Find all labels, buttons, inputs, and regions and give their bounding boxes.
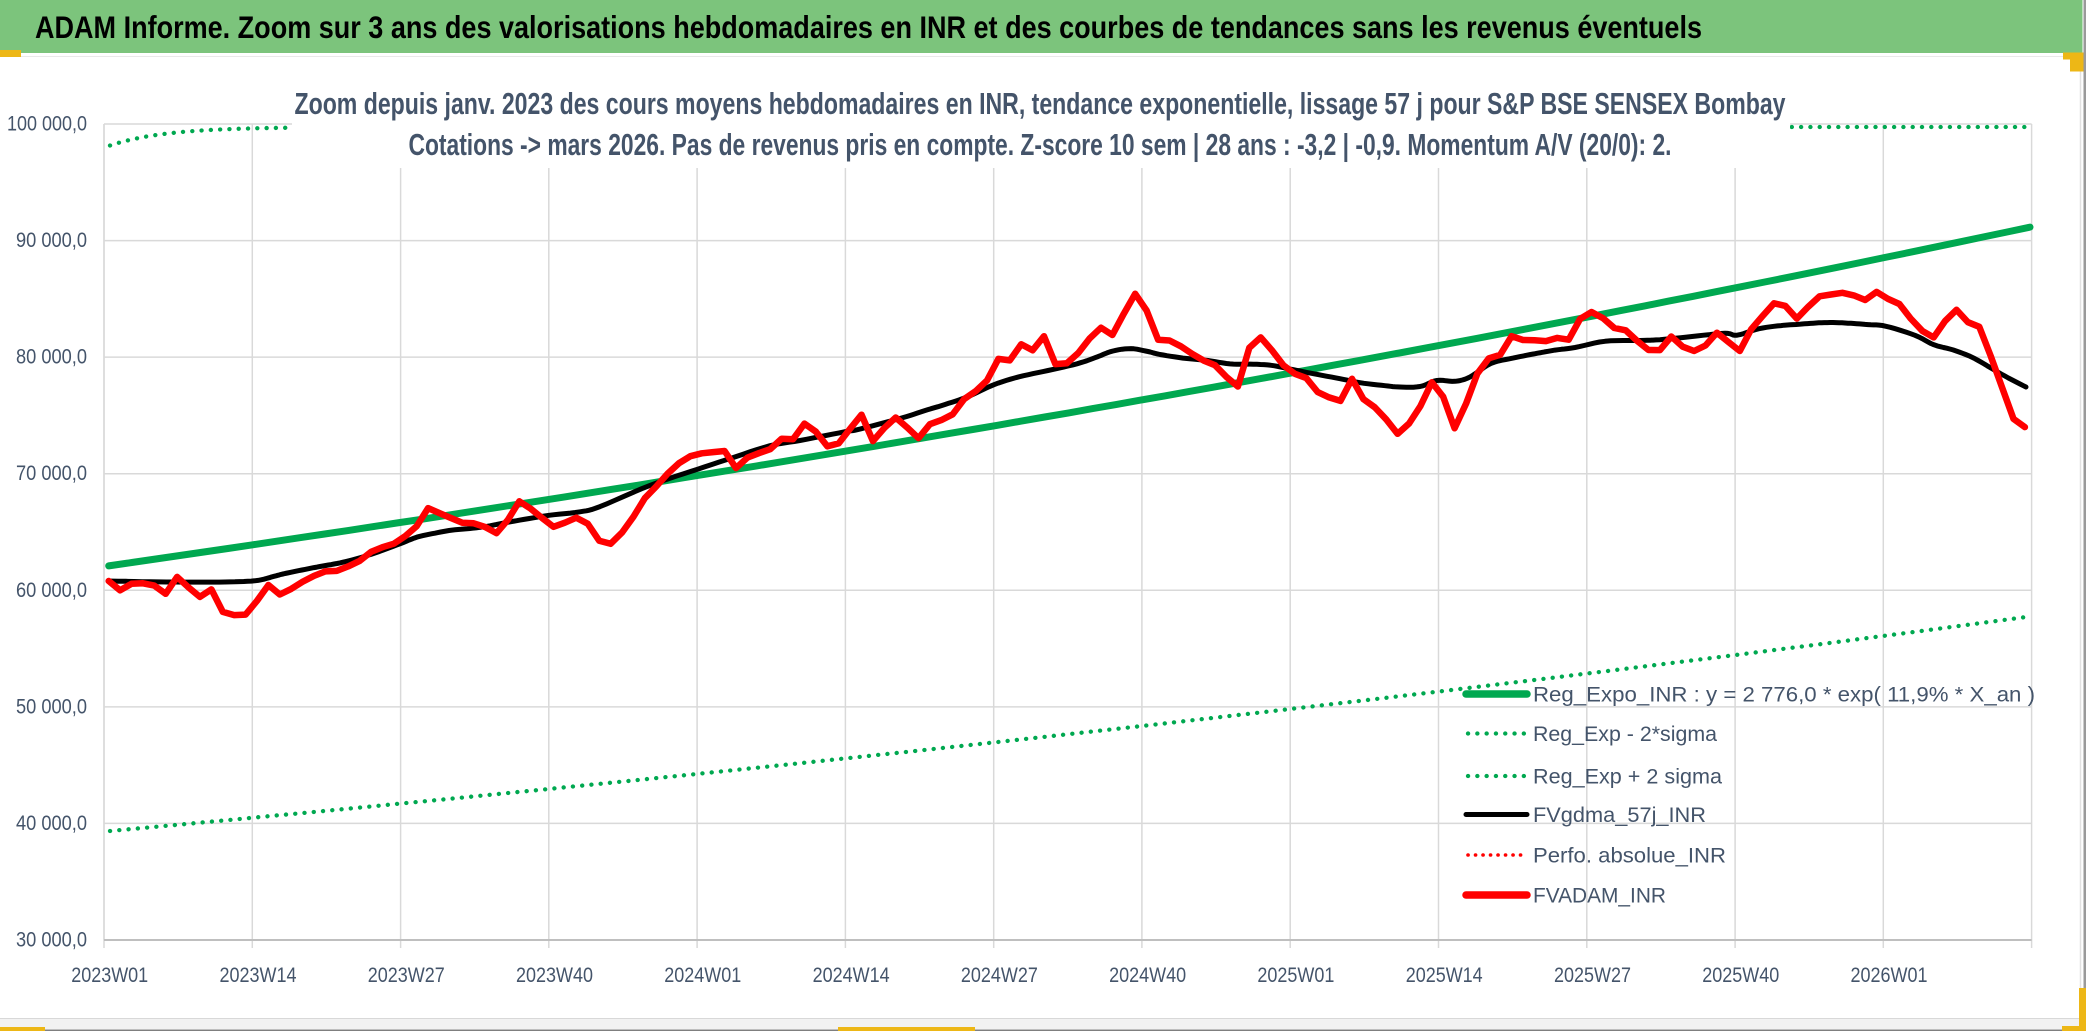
svg-text:2024W27: 2024W27 xyxy=(961,963,1038,987)
svg-text:2023W14: 2023W14 xyxy=(220,963,297,987)
svg-text:50 000,0: 50 000,0 xyxy=(16,694,87,718)
svg-text:2025W40: 2025W40 xyxy=(1702,963,1779,987)
svg-text:90 000,0: 90 000,0 xyxy=(16,228,87,252)
svg-text:2023W01: 2023W01 xyxy=(71,963,148,987)
svg-text:100 000,0: 100 000,0 xyxy=(7,112,87,136)
svg-text:Cotations -> mars 2026. Pas de: Cotations -> mars 2026. Pas de revenus p… xyxy=(409,128,1672,162)
svg-text:Reg_Exp + 2 sigma: Reg_Exp + 2 sigma xyxy=(1533,766,1722,789)
svg-text:2025W27: 2025W27 xyxy=(1554,963,1631,987)
svg-text:Zoom depuis janv. 2023 des cou: Zoom depuis janv. 2023 des cours moyens … xyxy=(295,87,1786,121)
svg-text:2024W40: 2024W40 xyxy=(1109,963,1186,987)
svg-text:2024W01: 2024W01 xyxy=(664,963,741,987)
svg-text:Reg_Exp - 2*sigma: Reg_Exp - 2*sigma xyxy=(1533,723,1717,746)
svg-text:2026W01: 2026W01 xyxy=(1851,963,1928,987)
svg-text:ADAM Informe. Zoom sur 3 ans d: ADAM Informe. Zoom sur 3 ans des valoris… xyxy=(35,9,1702,45)
svg-text:80 000,0: 80 000,0 xyxy=(16,345,87,369)
svg-text:FVgdma_57j_INR: FVgdma_57j_INR xyxy=(1533,804,1706,827)
svg-text:Perfo. absolue_INR: Perfo. absolue_INR xyxy=(1533,845,1726,868)
svg-text:2023W27: 2023W27 xyxy=(368,963,445,987)
svg-text:60 000,0: 60 000,0 xyxy=(16,578,87,602)
svg-text:40 000,0: 40 000,0 xyxy=(16,811,87,835)
svg-text:2025W14: 2025W14 xyxy=(1406,963,1483,987)
svg-text:2023W40: 2023W40 xyxy=(516,963,593,987)
svg-text:2024W14: 2024W14 xyxy=(813,963,890,987)
svg-text:FVADAM_INR: FVADAM_INR xyxy=(1533,885,1666,908)
svg-text:30 000,0: 30 000,0 xyxy=(16,928,87,952)
svg-text:Reg_Expo_INR : y = 2 776,0 * e: Reg_Expo_INR : y = 2 776,0 * exp( 11,9% … xyxy=(1533,684,2035,707)
svg-text:2025W01: 2025W01 xyxy=(1257,963,1334,987)
svg-text:70 000,0: 70 000,0 xyxy=(16,461,87,485)
